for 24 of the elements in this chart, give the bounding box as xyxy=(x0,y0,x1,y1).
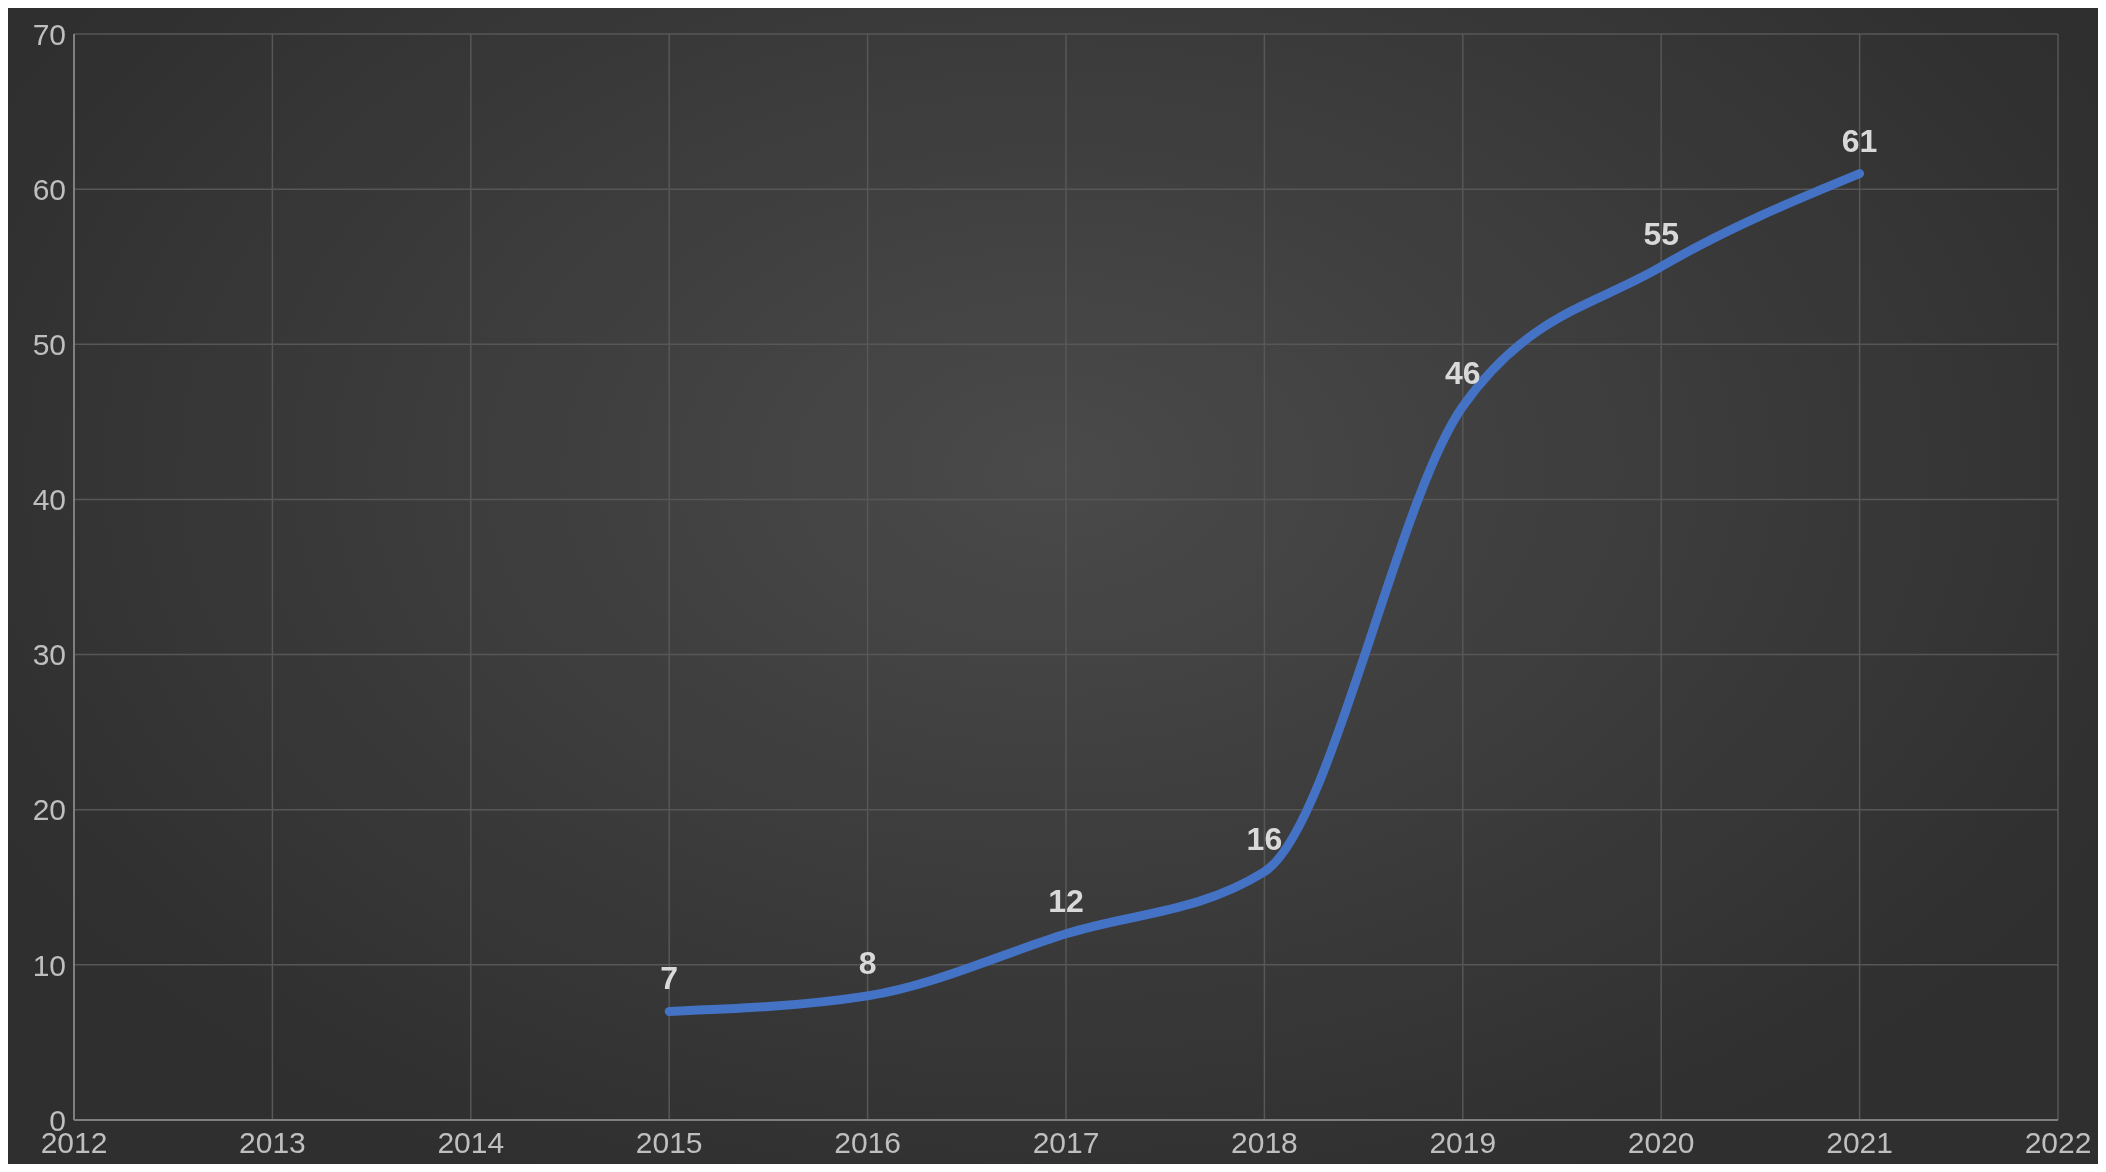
x-tick-label: 2016 xyxy=(834,1126,901,1160)
y-tick-label: 60 xyxy=(32,172,66,206)
data-label: 16 xyxy=(1246,820,1283,857)
y-tick-label: 40 xyxy=(32,483,66,517)
y-tick-label: 50 xyxy=(32,327,66,361)
data-label: 8 xyxy=(858,944,877,981)
y-tick-label: 70 xyxy=(32,17,66,51)
data-label: 61 xyxy=(1841,122,1878,159)
y-tick-label: 30 xyxy=(32,638,66,672)
y-tick-label: 10 xyxy=(32,948,66,982)
data-label: 7 xyxy=(660,960,679,997)
x-tick-label: 2013 xyxy=(239,1126,306,1160)
data-label: 12 xyxy=(1048,882,1084,919)
x-tick-label: 2021 xyxy=(1826,1126,1893,1160)
data-label: 46 xyxy=(1445,355,1481,392)
x-tick-label: 2015 xyxy=(635,1126,703,1160)
data-label: 55 xyxy=(1643,215,1679,252)
x-tick-label: 2014 xyxy=(437,1126,505,1160)
x-tick-label: 2020 xyxy=(1627,1126,1695,1160)
x-tick-label: 2019 xyxy=(1429,1126,1497,1160)
x-tick-label: 2018 xyxy=(1231,1126,1298,1160)
x-tick-label: 2022 xyxy=(2024,1126,2092,1160)
x-tick-label: 2017 xyxy=(1032,1126,1100,1160)
y-tick-label: 20 xyxy=(32,793,66,827)
